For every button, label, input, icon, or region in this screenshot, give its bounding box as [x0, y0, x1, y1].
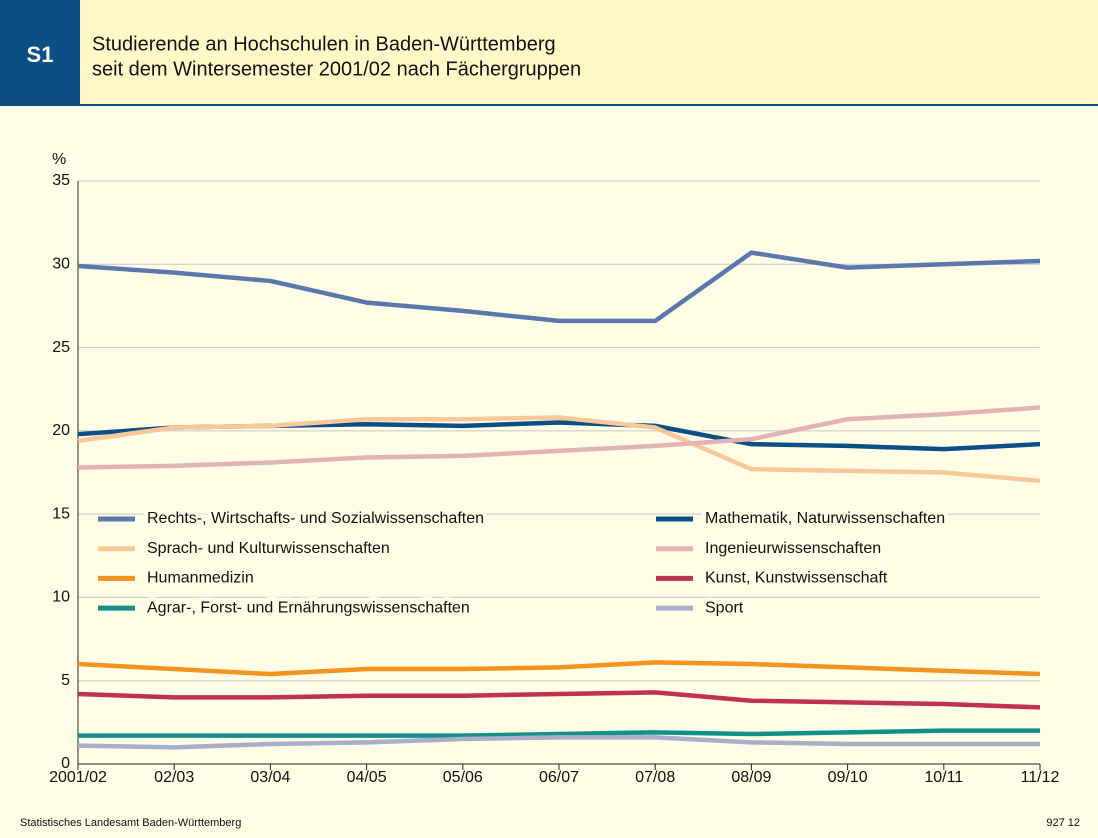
legend-label: Ingenieurwissenschaften — [705, 540, 881, 557]
series-line — [77, 735, 1040, 750]
x-tick-label: 10/11 — [924, 769, 963, 786]
legend-label: Mathematik, Naturwissenschaften — [705, 510, 945, 527]
y-tick-label: 20 — [52, 422, 70, 439]
y-tick-label: 35 — [52, 172, 70, 189]
y-tick-label: 5 — [61, 672, 70, 689]
legend-label: Humanmedizin — [147, 570, 254, 587]
legend-label: Rechts-, Wirtschafts- und Sozialwissensc… — [147, 510, 484, 527]
x-tick-label: 07/08 — [635, 769, 675, 786]
x-tick-label: 05/06 — [443, 769, 483, 786]
x-tick-label: 06/07 — [539, 769, 579, 786]
x-tick-label: 11/12 — [1021, 769, 1060, 786]
header-band — [0, 0, 1098, 105]
footer-number: 927 12 — [1046, 817, 1080, 829]
x-tick-label: 04/05 — [347, 769, 387, 786]
y-tick-label: 25 — [52, 339, 70, 356]
x-tick-label: 03/04 — [250, 769, 290, 786]
legend-label: Kunst, Kunstwissenschaft — [705, 570, 888, 587]
title-line: seit dem Wintersemester 2001/02 nach Fäc… — [92, 58, 581, 80]
badge — [0, 0, 80, 105]
legend-label: Sport — [705, 599, 744, 616]
x-tick-label: 02/03 — [154, 769, 194, 786]
x-tick-label: 08/09 — [731, 769, 771, 786]
x-tick-label: 09/10 — [828, 769, 868, 786]
badge-text: S1 — [27, 42, 54, 67]
series-line — [77, 660, 1041, 677]
series-line — [77, 415, 1041, 484]
y-axis-label: % — [52, 151, 66, 168]
y-tick-label: 10 — [52, 589, 70, 606]
legend-label: Agrar-, Forst- und Ernährungswissenschaf… — [147, 599, 470, 616]
series-line — [77, 405, 1041, 470]
x-tick-label: 2001/02 — [49, 769, 107, 786]
series-line — [77, 250, 1041, 324]
title-line: Studierende an Hochschulen in Baden-Würt… — [92, 33, 556, 55]
source: Statistisches Landesamt Baden-Württember… — [20, 817, 241, 829]
legend-label: Sprach- und Kulturwissenschaften — [147, 540, 390, 557]
y-tick-label: 30 — [52, 256, 70, 273]
series-line — [78, 728, 1040, 738]
y-tick-label: 15 — [52, 505, 70, 522]
series-line — [77, 690, 1041, 710]
y-tick-label: 0 — [61, 755, 70, 772]
